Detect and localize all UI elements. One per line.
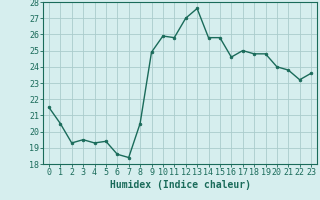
X-axis label: Humidex (Indice chaleur): Humidex (Indice chaleur) <box>109 180 251 190</box>
